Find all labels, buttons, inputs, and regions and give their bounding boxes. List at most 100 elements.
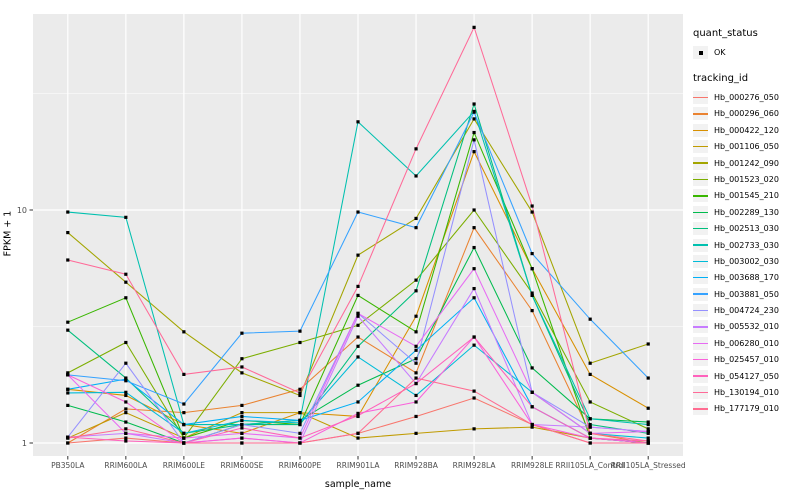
data-point [356,383,360,387]
data-point [240,426,244,430]
data-point [588,425,592,429]
data-point [530,390,534,394]
data-point [240,371,244,375]
legend-line-key-icon [693,369,708,383]
data-point [182,411,186,415]
legend-item: Hb_000296_060 [693,107,799,121]
data-point [298,422,302,427]
data-point [240,365,244,369]
data-point [646,406,650,410]
data-point [356,436,360,440]
data-point [414,414,418,419]
legend-item-label: Hb_006280_010 [714,338,779,348]
x-tick-label: RRIM600PE [279,461,322,470]
data-point [646,431,650,435]
data-point [472,130,476,135]
series-color-line [693,145,708,148]
legend-line-key-icon [693,353,708,367]
data-point [530,293,534,298]
data-point [530,405,534,409]
series-color-line [693,211,708,213]
legend-item-label: Hb_054127_050 [714,371,779,381]
data-point [646,427,650,431]
data-point [240,411,244,415]
data-point [240,403,244,408]
legend-item: Hb_003688_170 [693,271,799,285]
x-axis-title: sample_name [324,479,392,490]
data-point [414,147,418,151]
legend-item-ok: OK [693,46,799,59]
data-point [414,400,418,404]
data-point [646,441,650,445]
data-point [356,311,360,315]
data-point [240,414,244,419]
data-point [414,348,418,352]
data-point [414,174,418,178]
ok-square-marker-icon [693,46,708,59]
legend-quant-label: OK [714,48,726,57]
legend-line-key-icon [693,386,708,400]
data-point [414,216,418,221]
data-point [240,431,244,435]
series-color-line [693,244,708,246]
data-point [472,245,476,250]
legend-item-label: Hb_000422_120 [714,125,779,135]
data-point [124,420,128,424]
data-point [240,436,244,440]
series-color-line [693,260,708,263]
data-point [472,335,476,339]
data-point [530,210,534,214]
legend-line-key-icon [693,123,708,137]
legend-item: Hb_001106_050 [693,140,799,154]
legend-item-label: Hb_005532_010 [714,322,779,332]
legend-item: Hb_002289_130 [693,205,799,219]
data-point [472,138,476,142]
data-point [124,379,128,383]
y-tick-label: 1 [22,439,27,448]
legend: quant_status OK tracking_id Hb_000276_05… [693,28,799,419]
legend-item: Hb_177179_010 [693,402,799,416]
legend-item: Hb_000422_120 [693,123,799,137]
data-point [66,403,70,408]
data-point [472,117,476,121]
data-point [356,293,360,298]
series-color-line [693,227,708,230]
data-point [472,296,476,300]
data-point [240,418,244,423]
data-point [182,402,186,406]
data-point [182,436,186,440]
data-point [472,267,476,271]
data-point [66,436,70,440]
data-point [240,441,244,445]
data-point [646,439,650,443]
data-point [530,366,534,370]
legend-item-label: Hb_001523_020 [714,174,779,184]
legend-line-key-icon [693,140,708,154]
legend-item-label: Hb_003881_050 [714,289,779,299]
legend-line-key-icon [693,172,708,186]
data-point [414,226,418,230]
data-point [182,372,186,376]
legend-tracking-items: Hb_000276_050 Hb_000296_060 Hb_000422_120 H… [693,91,799,416]
data-point [414,361,418,365]
data-point [646,342,650,346]
data-point [472,343,476,347]
data-point [646,436,650,440]
data-point [124,215,128,219]
data-point [646,376,650,380]
data-point [298,421,302,425]
legend-line-key-icon [693,107,708,121]
data-point [66,441,70,445]
data-point [472,427,476,431]
data-point [182,330,186,334]
legend-item: Hb_001242_090 [693,156,799,170]
data-point [356,210,360,214]
legend-item-label: Hb_001242_090 [714,158,779,168]
series-color-line [693,96,708,99]
data-point [298,387,302,391]
legend-line-key-icon [693,336,708,350]
series-color-line [693,113,708,115]
data-point [588,317,592,321]
data-point [472,150,476,154]
data-point [414,393,418,398]
